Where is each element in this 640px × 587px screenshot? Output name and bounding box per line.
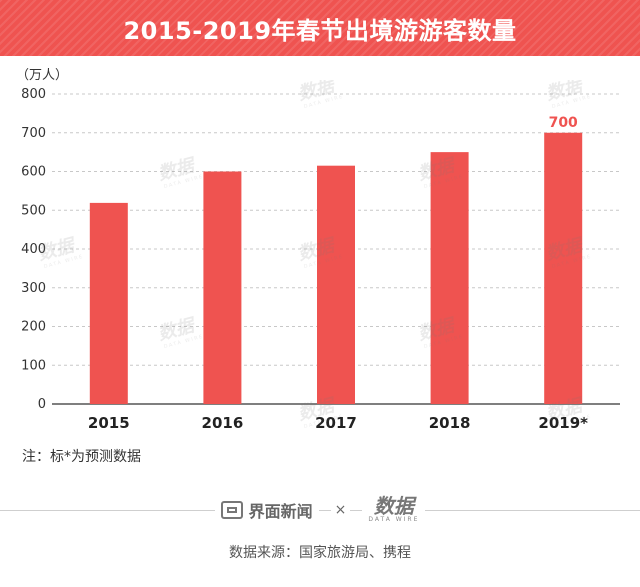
jiemian-icon <box>220 501 243 519</box>
y-tick-label: 700 <box>21 126 46 141</box>
y-tick-label: 800 <box>21 87 46 102</box>
datawire-logo-subtext: DATA WIRE <box>368 516 420 523</box>
bar <box>203 171 242 404</box>
data-source: 数据来源：国家旅游局、携程 <box>229 545 411 561</box>
title-banner: 2015-2019年春节出境游游客数量 <box>0 0 640 56</box>
y-tick-label: 0 <box>38 397 46 412</box>
datawire-logo: 数据 DATA WIRE <box>362 494 426 524</box>
data-label: 700 <box>549 115 578 131</box>
brand-name: 界面新闻 <box>248 502 313 521</box>
bar <box>544 132 583 404</box>
bar <box>89 202 128 404</box>
x-tick-label: 2018 <box>429 414 471 432</box>
bar <box>317 165 355 404</box>
bar-chart: 0 100 200 300 400 500 600 700 800 2015 2016 2017 201… <box>21 80 620 432</box>
x-tick-label: 2019* <box>538 414 588 432</box>
bar <box>430 152 469 404</box>
footer-brand-row: 界面新闻 × 数据 DATA WIRE <box>0 490 640 530</box>
chart-title: 2015-2019年春节出境游游客数量 <box>123 16 517 45</box>
y-tick-label: 200 <box>21 320 46 335</box>
datawire-logo-text: 数据 <box>373 494 414 518</box>
y-tick-label: 400 <box>21 242 46 257</box>
x-tick-label: 2016 <box>202 414 244 432</box>
footer-divider-left <box>0 510 640 511</box>
times-symbol: × <box>330 502 351 518</box>
forecast-note: 注：标*为预测数据 <box>22 449 141 465</box>
y-tick-label: 500 <box>21 203 46 218</box>
x-tick-label: 2017 <box>315 414 357 432</box>
y-axis-unit-label: （万人） <box>16 68 69 83</box>
x-tick-label: 2015 <box>88 414 130 432</box>
y-tick-label: 300 <box>21 281 46 296</box>
y-tick-label: 100 <box>21 358 46 373</box>
y-tick-label: 600 <box>21 165 46 180</box>
jiemian-logo: 界面新闻 <box>214 498 319 522</box>
